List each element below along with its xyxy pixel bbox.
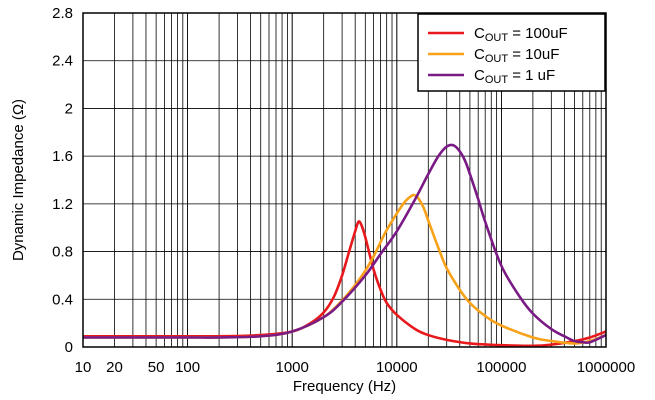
x-tick-label: 1000 [276, 359, 309, 376]
y-tick-label: 0.4 [52, 291, 73, 308]
x-tick-label: 10 [75, 359, 92, 376]
x-tick-label: 50 [148, 359, 165, 376]
legend-label: COUT = 100uF [474, 25, 568, 44]
legend-item-cout-10uf: COUT = 10uF [428, 46, 559, 65]
series-cout-100uf-line [82, 220, 607, 348]
legend: COUT = 100uF COUT = 10uF COUT = 1 uF [417, 13, 606, 92]
series-cout-1uf-line [83, 143, 607, 345]
x-tick-label: 20 [106, 359, 123, 376]
y-tick-label: 2 [65, 100, 73, 117]
legend-item-cout-1uf: COUT = 1 uF [428, 67, 555, 86]
x-axis-title: Frequency (Hz) [293, 378, 396, 395]
y-axis-title: Dynamic Impedance (Ω) [10, 99, 27, 261]
legend-label: COUT = 10uF [474, 46, 559, 65]
y-tick-label: 2.8 [52, 5, 73, 22]
y-tick-label: 1.6 [52, 148, 73, 165]
legend-label: COUT = 1 uF [474, 67, 555, 86]
y-tick-label: 2.4 [52, 53, 73, 70]
y-tick-label: 0 [65, 339, 73, 356]
legend-box [417, 13, 606, 92]
tick-labels: 10 20 50 100 1000 10000 100000 1000000 0 0.4 0.8 1.… [52, 5, 635, 376]
series-lines [82, 143, 607, 348]
x-tick-label: 100 [175, 359, 200, 376]
plot-area-frame [82, 12, 607, 348]
y-tick-label: 0.8 [52, 244, 73, 261]
grid [83, 13, 606, 347]
y-tick-label: 1.2 [52, 196, 73, 213]
x-tick-label: 100000 [476, 359, 526, 376]
x-tick-label: 1000000 [577, 359, 635, 376]
x-tick-label: 10000 [376, 359, 418, 376]
legend-item-cout-100uf: COUT = 100uF [428, 25, 568, 44]
